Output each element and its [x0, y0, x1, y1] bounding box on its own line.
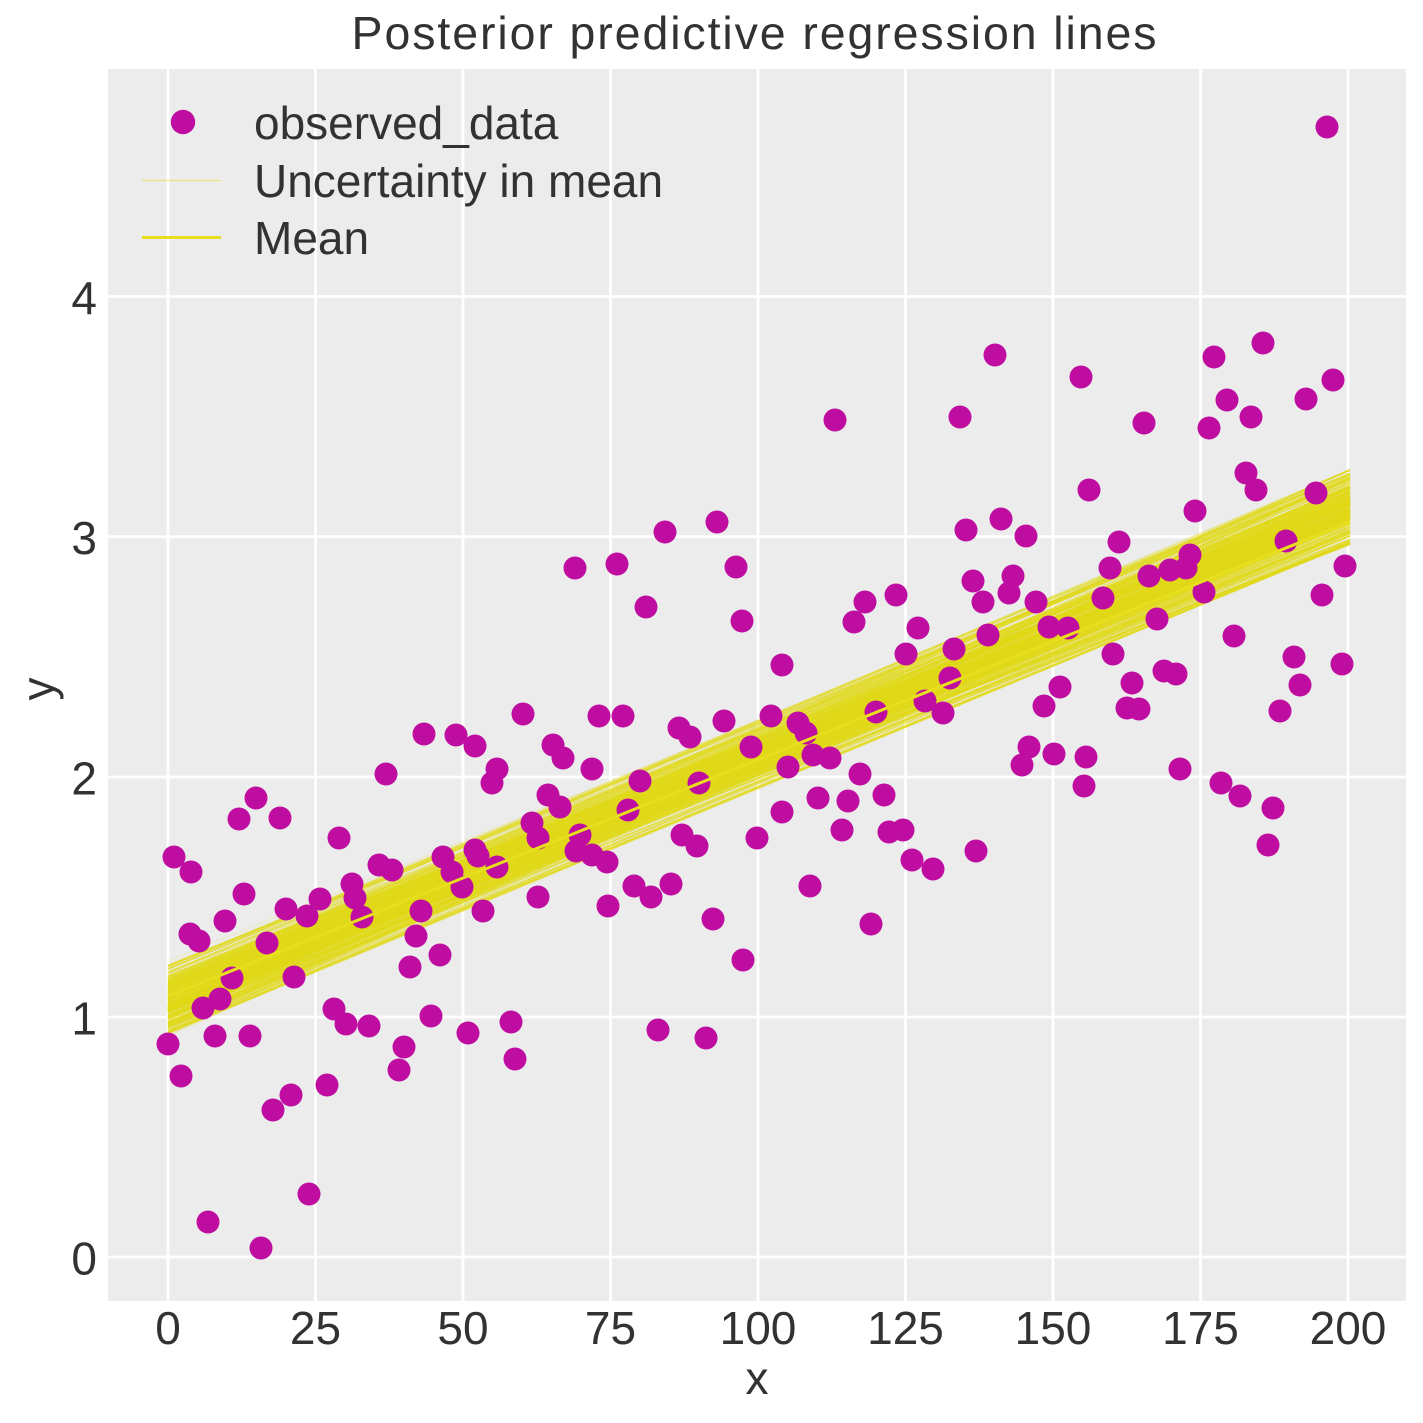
- svg-text:75: 75: [585, 1302, 636, 1354]
- svg-text:50: 50: [437, 1302, 488, 1354]
- svg-text:3: 3: [71, 512, 97, 564]
- svg-text:Mean: Mean: [254, 212, 369, 264]
- svg-text:175: 175: [1162, 1302, 1239, 1354]
- svg-text:125: 125: [867, 1302, 944, 1354]
- svg-text:y: y: [12, 678, 64, 701]
- svg-text:100: 100: [720, 1302, 797, 1354]
- svg-text:150: 150: [1015, 1302, 1092, 1354]
- svg-text:2: 2: [71, 753, 97, 805]
- svg-text:25: 25: [290, 1302, 341, 1354]
- svg-text:observed_data: observed_data: [254, 97, 559, 149]
- svg-text:x: x: [746, 1352, 769, 1404]
- svg-text:4: 4: [71, 272, 97, 324]
- svg-text:200: 200: [1310, 1302, 1387, 1354]
- svg-text:Posterior predictive regressio: Posterior predictive regression lines: [352, 7, 1159, 59]
- svg-text:0: 0: [155, 1302, 181, 1354]
- svg-text:1: 1: [71, 993, 97, 1045]
- svg-text:0: 0: [71, 1233, 97, 1285]
- svg-text:Uncertainty in mean: Uncertainty in mean: [254, 155, 663, 207]
